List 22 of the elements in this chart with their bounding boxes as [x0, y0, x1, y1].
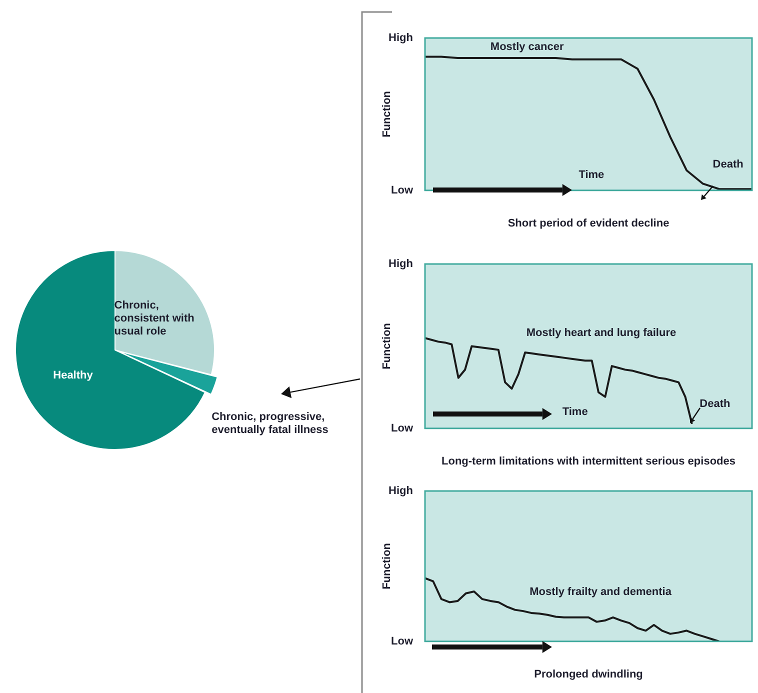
- text: Low: [391, 184, 414, 196]
- text: Low: [391, 635, 414, 648]
- text: Mostly cancer: [490, 41, 564, 54]
- y-axis-title: Function: [381, 90, 394, 138]
- annotation: Time: [578, 169, 604, 182]
- annotation: Time: [562, 406, 588, 418]
- text: High: [388, 485, 414, 498]
- annotation: Mostly heart and lung failure: [526, 327, 676, 340]
- x-axis-title: Long-term limitations with intermittent serious episodes: [442, 455, 736, 468]
- slice-label: Chronic, progressive, eventually fatal illness: [212, 411, 328, 436]
- text: Low: [391, 422, 414, 434]
- slice-label: Healthy: [53, 370, 94, 382]
- annotation: Death: [700, 398, 731, 410]
- annotation: Death: [712, 158, 744, 171]
- y-axis-title: Function: [381, 322, 394, 370]
- annotation: Mostly frailty and dementia: [530, 586, 672, 598]
- x-axis-title: Prolonged dwindling: [534, 668, 643, 680]
- x-axis-title: Short period of evident decline: [508, 217, 670, 230]
- slice-label: Chronic, consistent with usual role: [114, 300, 195, 338]
- y-axis-title: Function: [381, 542, 394, 590]
- text: High: [388, 258, 414, 270]
- text: High: [388, 32, 414, 44]
